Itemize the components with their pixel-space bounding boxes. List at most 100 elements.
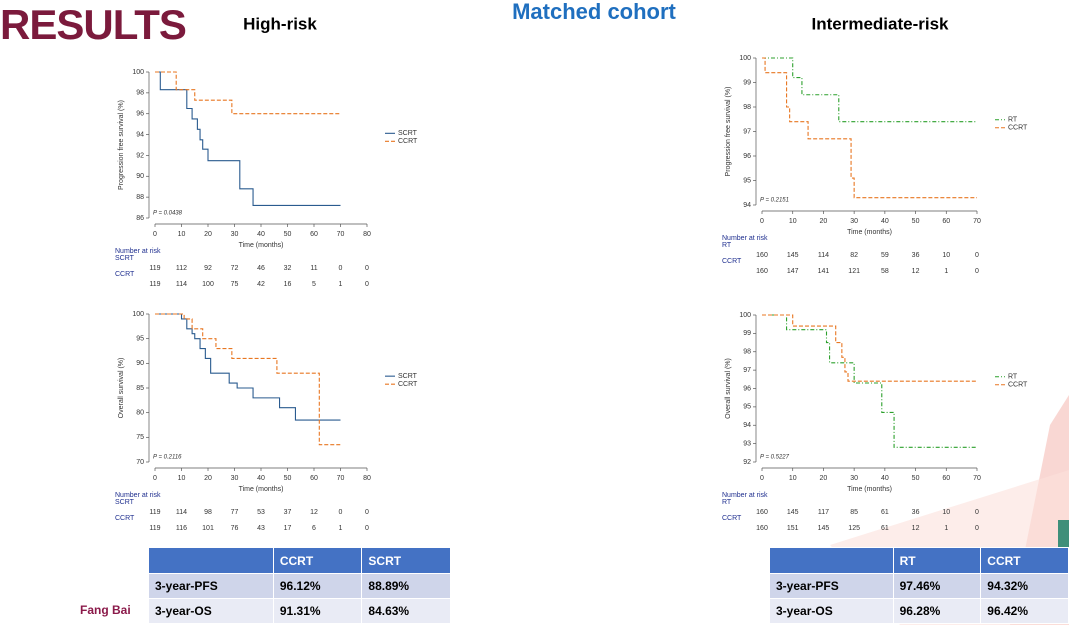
table-cell: 91.31%: [272, 598, 363, 624]
table-cell: 3-year-PFS: [769, 573, 894, 599]
risk-count: 141: [818, 268, 830, 275]
risk-count: 98: [204, 509, 212, 516]
slide-heading: Matched cohort: [512, 0, 676, 24]
table-header-cell: RT: [892, 547, 982, 574]
risk-count: 42: [257, 281, 265, 288]
risk-count: 160: [756, 252, 768, 259]
risk-count: 75: [231, 281, 239, 288]
x-tick-label: 70: [973, 218, 981, 225]
x-tick-label: 30: [231, 231, 239, 238]
risk-count: 0: [339, 509, 343, 516]
risk-count: 32: [284, 265, 292, 272]
y-tick-label: 100: [132, 311, 144, 318]
risk-table-title: Number at risk: [722, 492, 768, 499]
x-tick-label: 30: [850, 475, 858, 482]
table-cell: 94.32%: [980, 573, 1069, 599]
table-cell: 3-year-PFS: [148, 573, 274, 599]
risk-count: 0: [365, 525, 369, 532]
survival-curve: [155, 313, 341, 446]
legend-label: CCRT: [398, 138, 418, 145]
risk-count: 119: [149, 265, 160, 272]
table-cell: 3-year-OS: [769, 598, 894, 624]
survival-curve: [155, 313, 341, 421]
risk-group: SCRT: [115, 255, 135, 262]
x-tick-label: 40: [881, 218, 889, 225]
risk-count: 114: [818, 252, 829, 259]
x-axis-label: Time (months): [239, 486, 284, 493]
risk-count: 16: [284, 281, 292, 288]
risk-count: 10: [942, 509, 950, 516]
risk-count: 147: [787, 268, 799, 275]
y-axis-label: Progression free survival (%): [725, 87, 732, 177]
risk-count: 61: [881, 509, 889, 516]
risk-count: 119: [149, 281, 160, 288]
risk-count: 77: [231, 509, 239, 516]
risk-count: 117: [818, 509, 829, 516]
risk-count: 43: [257, 525, 265, 532]
x-tick-label: 30: [231, 475, 239, 482]
table-cell: 88.89%: [361, 573, 451, 599]
risk-count: 12: [310, 509, 318, 516]
legend-label: CCRT: [398, 381, 418, 388]
risk-count: 0: [339, 265, 343, 272]
y-tick-label: 96: [743, 385, 751, 392]
y-tick-label: 70: [136, 459, 144, 466]
y-tick-label: 100: [739, 312, 751, 319]
survival-curve: [762, 314, 977, 448]
y-tick-label: 88: [136, 194, 144, 201]
x-axis-label: Time (months): [847, 229, 892, 236]
risk-group: RT: [722, 499, 732, 506]
y-axis-label: Overall survival (%): [725, 358, 732, 419]
y-tick-label: 90: [136, 173, 144, 180]
y-tick-label: 86: [136, 215, 144, 222]
risk-group: SCRT: [115, 499, 135, 506]
x-tick-label: 10: [178, 475, 186, 482]
x-tick-label: 70: [337, 475, 345, 482]
risk-count: 53: [257, 509, 265, 516]
legend-label: SCRT: [398, 373, 418, 380]
y-tick-label: 100: [739, 55, 751, 62]
table-cell: 84.63%: [361, 598, 451, 624]
p-value: P = 0.2116: [153, 455, 182, 461]
risk-table-title: Number at risk: [115, 248, 161, 255]
x-tick-label: 20: [820, 218, 828, 225]
x-tick-label: 60: [942, 218, 950, 225]
risk-count: 121: [848, 268, 860, 275]
x-tick-label: 10: [789, 475, 797, 482]
risk-count: 112: [176, 265, 187, 272]
risk-count: 76: [231, 525, 239, 532]
table-row: 3-year-PFS 96.12% 88.89%: [148, 573, 451, 599]
risk-count: 82: [850, 252, 858, 259]
risk-count: 85: [850, 509, 858, 516]
y-tick-label: 98: [136, 90, 144, 97]
risk-count: 101: [202, 525, 214, 532]
y-tick-label: 95: [743, 177, 751, 184]
risk-count: 61: [881, 525, 889, 532]
table-corner: [148, 547, 274, 574]
risk-count: 1: [944, 268, 948, 275]
author: Fang Bai: [80, 603, 131, 617]
risk-count: 119: [149, 525, 160, 532]
y-tick-label: 96: [136, 111, 144, 118]
y-tick-label: 75: [136, 434, 144, 441]
risk-count: 12: [912, 525, 920, 532]
y-tick-label: 94: [136, 131, 144, 138]
y-tick-label: 92: [743, 459, 751, 466]
y-tick-label: 99: [743, 330, 751, 337]
x-tick-label: 60: [310, 475, 318, 482]
y-tick-label: 94: [743, 202, 751, 209]
table-header-cell: CCRT: [980, 547, 1069, 574]
risk-count: 36: [912, 509, 920, 516]
y-tick-label: 98: [743, 104, 751, 111]
table-row: 3-year-OS 91.31% 84.63%: [148, 598, 451, 624]
x-tick-label: 50: [912, 475, 920, 482]
chart-title: Intermediate-risk: [812, 14, 950, 33]
table-cell: 96.12%: [272, 573, 363, 599]
x-tick-label: 30: [850, 218, 858, 225]
risk-count: 0: [365, 265, 369, 272]
risk-count: 145: [818, 525, 830, 532]
p-value: P = 0.0438: [153, 211, 183, 217]
risk-count: 59: [881, 252, 889, 259]
x-tick-label: 20: [820, 475, 828, 482]
